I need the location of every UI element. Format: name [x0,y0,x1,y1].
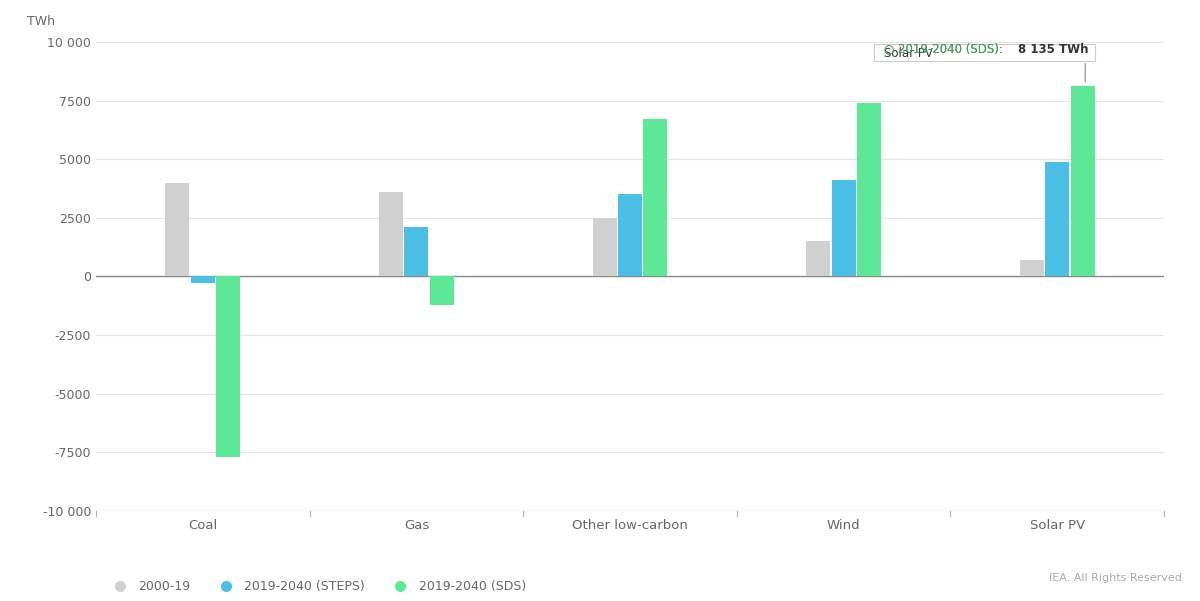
Legend: 2000-19, 2019-2040 (STEPS), 2019-2040 (SDS): 2000-19, 2019-2040 (STEPS), 2019-2040 (S… [102,575,532,599]
Bar [832,180,856,276]
Text: IEA. All Rights Reserved: IEA. All Rights Reserved [1049,573,1182,583]
Bar [857,103,881,276]
Bar [379,192,403,276]
Text: TWh: TWh [26,15,54,28]
Text: Solar PV: Solar PV [883,47,932,60]
Bar [643,120,667,276]
Text: ○ 2019-2040 (SDS):: ○ 2019-2040 (SDS): [883,43,1007,56]
Bar [1045,162,1069,276]
Text: 8 135 TWh: 8 135 TWh [1019,43,1088,56]
Bar [1020,260,1044,276]
Bar [806,241,830,276]
FancyBboxPatch shape [875,44,1094,61]
Bar [404,227,428,276]
Bar [430,276,454,305]
Bar [593,218,617,276]
Bar [618,195,642,276]
Bar [1070,86,1094,276]
Bar [191,276,215,284]
Bar [166,183,190,276]
Bar [216,276,240,457]
Text: ○ 2019-2040 (SDS):: ○ 2019-2040 (SDS): [883,43,1007,56]
